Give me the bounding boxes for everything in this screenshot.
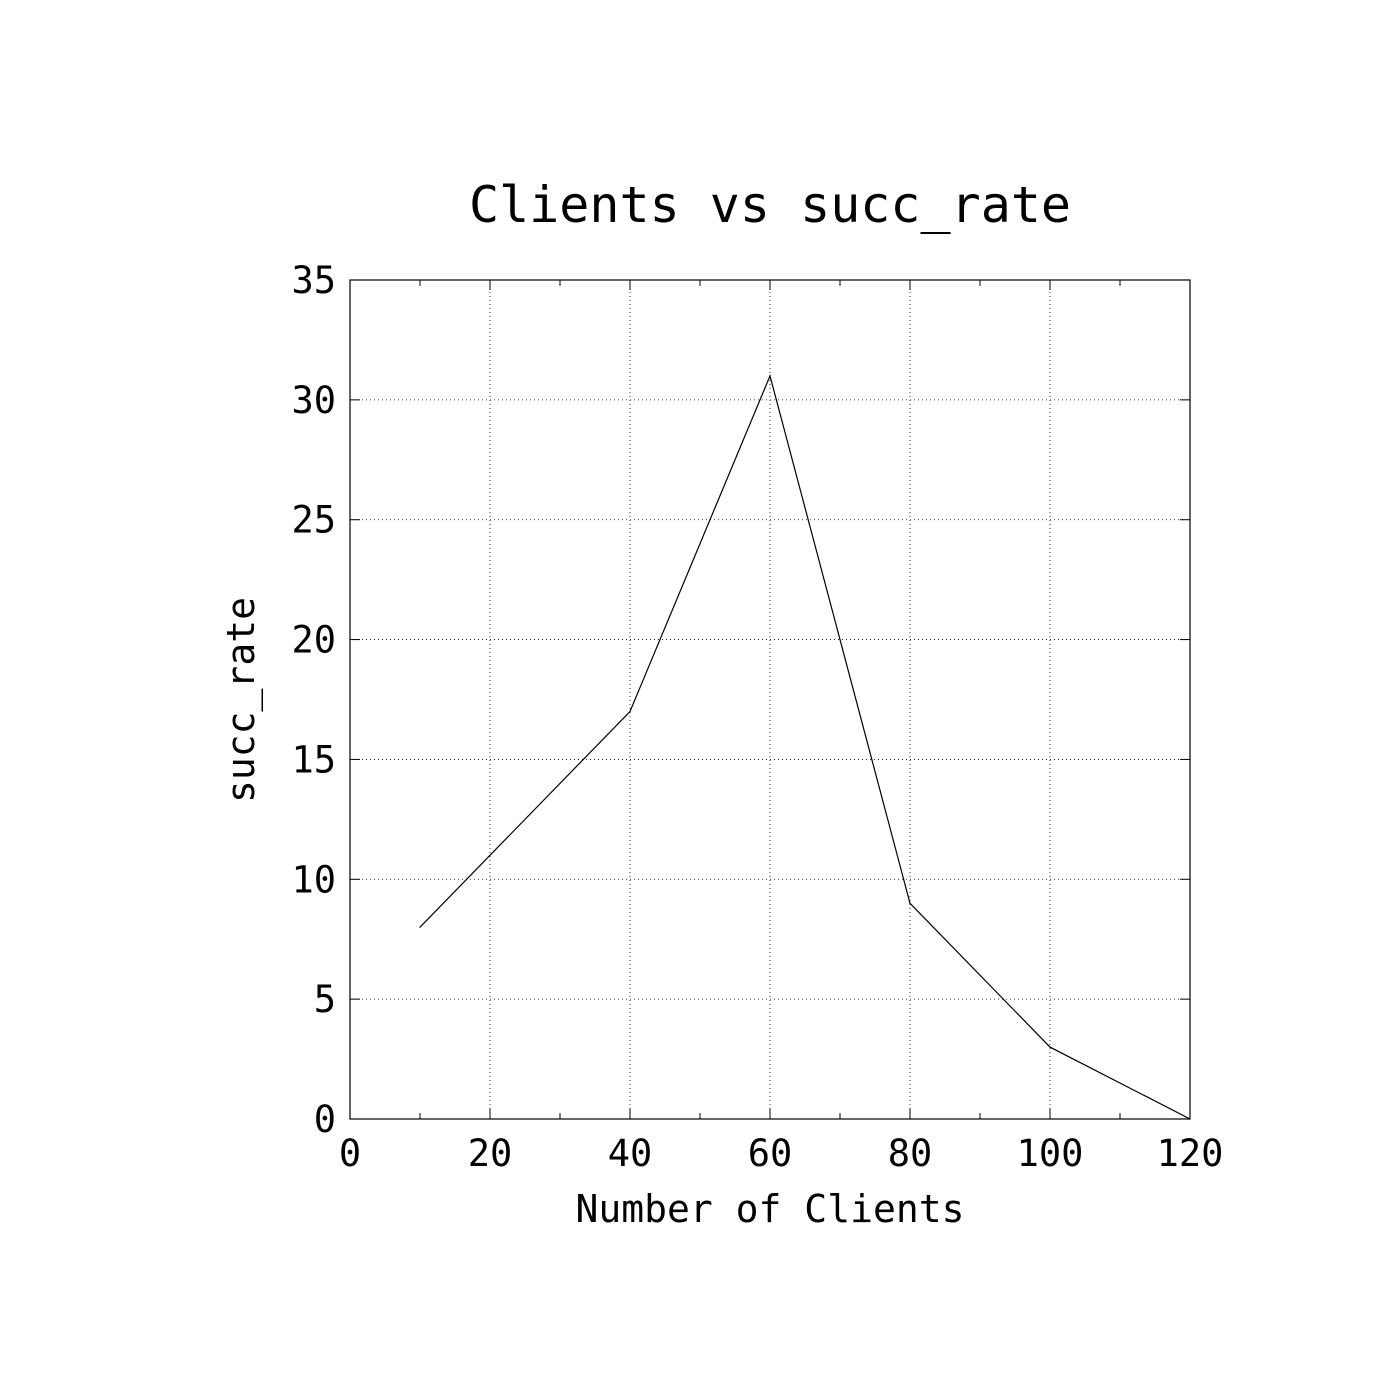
- data-point: [909, 902, 911, 904]
- plot-frame: [349, 279, 1191, 1120]
- x-tick-label: 20: [468, 1132, 513, 1175]
- data-point: [419, 926, 421, 928]
- x-tick-label: 40: [608, 1132, 653, 1175]
- y-tick-label: 25: [291, 499, 336, 542]
- data-point: [769, 375, 771, 377]
- x-tick-label: 0: [339, 1132, 361, 1175]
- x-axis-label: Number of Clients: [576, 1187, 965, 1231]
- series-line: [419, 374, 1191, 1120]
- y-tick-label: 10: [291, 858, 336, 901]
- grid: [350, 280, 1190, 1119]
- y-tick-label: 30: [291, 379, 336, 422]
- chart-title: Clients vs succ_rate: [469, 176, 1071, 234]
- x-tick-label: 120: [1157, 1132, 1224, 1175]
- y-tick-label: 0: [314, 1098, 336, 1141]
- x-tick-label: 80: [888, 1132, 933, 1175]
- y-tick-label: 35: [291, 259, 336, 302]
- data-point: [629, 710, 631, 713]
- x-tick-label: 100: [1017, 1132, 1084, 1175]
- data-point: [1049, 1046, 1051, 1048]
- y-tick-label: 5: [314, 978, 336, 1021]
- x-tick-labels: 0 20 40 60 80 100 120: [339, 1132, 1224, 1175]
- y-tick-label: 20: [291, 619, 336, 662]
- x-tick-label: 60: [748, 1132, 793, 1175]
- y-tick-labels: 0 5 10 15 20 25 30 35: [291, 259, 336, 1141]
- y-axis-label: succ_rate: [219, 597, 264, 803]
- y-tick-label: 15: [291, 738, 336, 781]
